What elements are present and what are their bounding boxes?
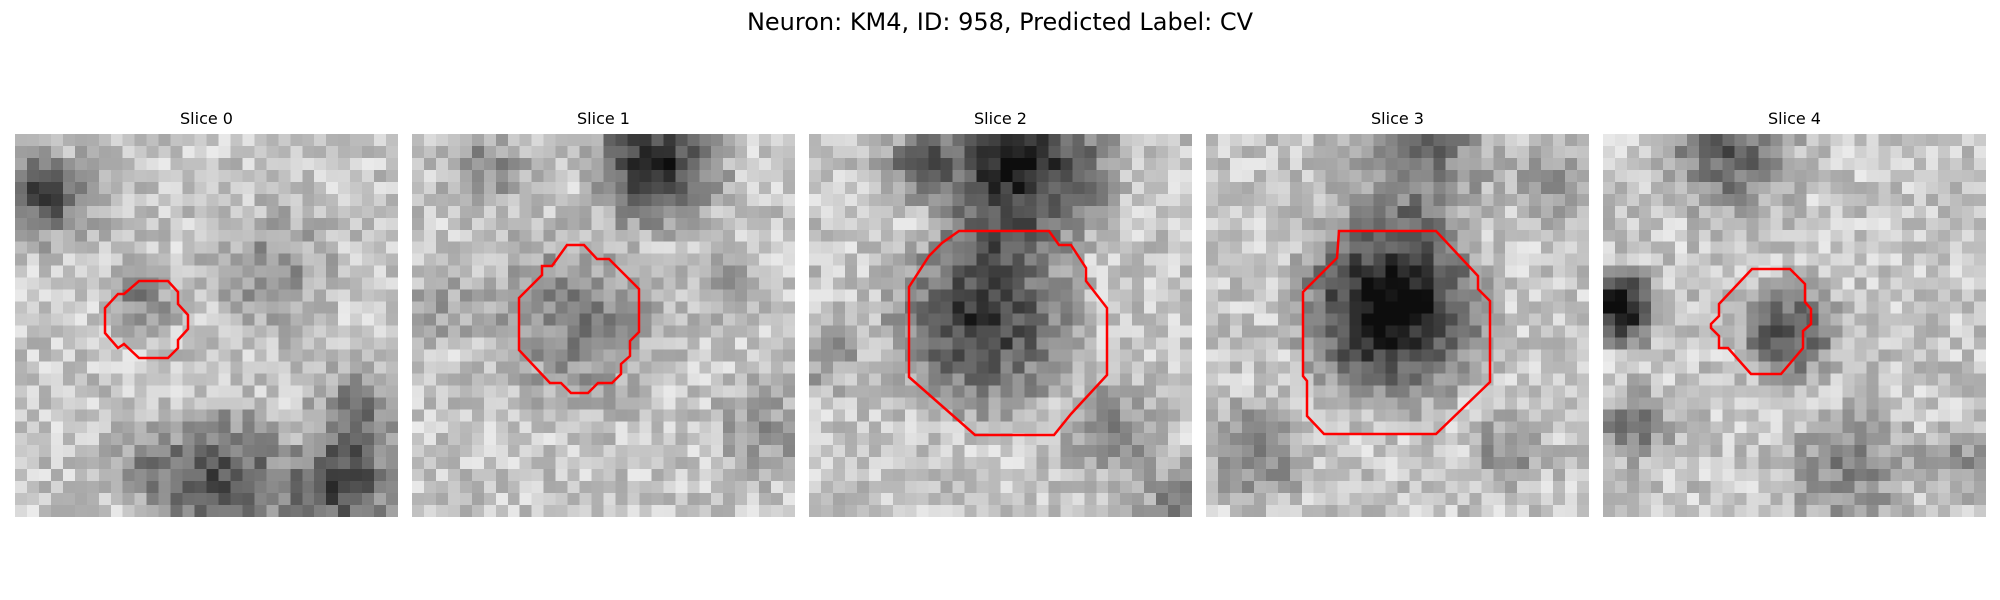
slice-1-title: Slice 1 (577, 109, 630, 128)
slice-1-micrograph (412, 134, 795, 517)
slice-4-contour (1709, 267, 1813, 376)
slice-0-micrograph (15, 134, 398, 517)
slice-3-micrograph (1206, 134, 1589, 517)
slice-2-micrograph (809, 134, 1192, 517)
slice-2-contour (907, 229, 1109, 437)
slice-4-micrograph (1603, 134, 1986, 517)
slice-3-title: Slice 3 (1371, 109, 1424, 128)
slice-0-overlay (103, 279, 190, 360)
slice-0-contour (103, 279, 190, 360)
slice-4-image (1603, 134, 1986, 517)
slice-2-title: Slice 2 (974, 109, 1027, 128)
slice-3-image (1206, 134, 1589, 517)
slice-1-contour (517, 243, 641, 395)
slice-4-title: Slice 4 (1768, 109, 1821, 128)
figure-title: Neuron: KM4, ID: 958, Predicted Label: C… (746, 8, 1254, 36)
slice-2-overlay (907, 229, 1109, 437)
slice-2-image (809, 134, 1192, 517)
slice-3-contour (1301, 229, 1492, 436)
slice-1-image (412, 134, 795, 517)
slice-0-title: Slice 0 (180, 109, 233, 128)
slice-4-overlay (1709, 267, 1813, 376)
slice-0-image (15, 134, 398, 517)
slice-1-overlay (517, 243, 641, 395)
slice-3-overlay (1301, 229, 1492, 436)
